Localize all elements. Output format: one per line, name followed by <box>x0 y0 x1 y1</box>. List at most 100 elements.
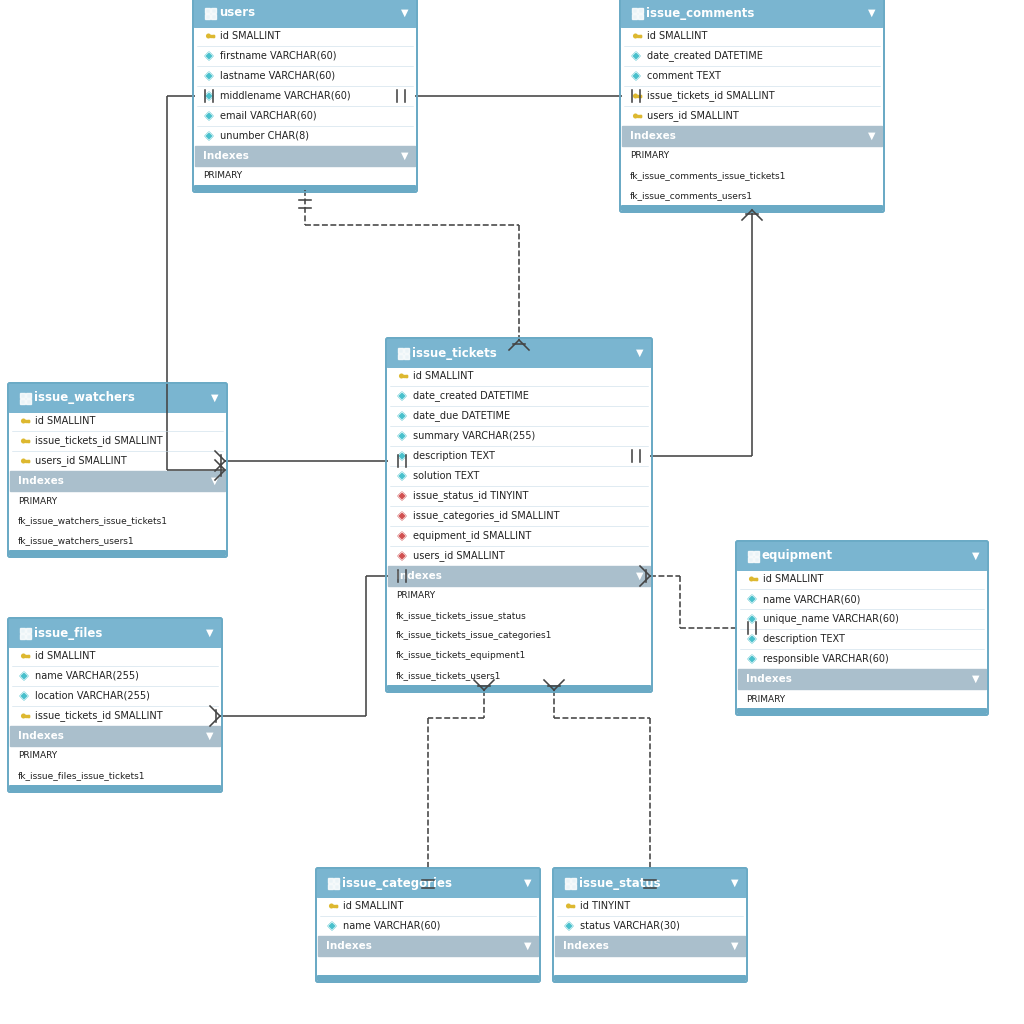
Bar <box>640 115 641 117</box>
Polygon shape <box>565 922 573 930</box>
Bar <box>638 14 643 19</box>
Text: ▼: ▼ <box>206 731 214 741</box>
Text: ▼: ▼ <box>868 8 876 18</box>
Bar <box>328 878 333 883</box>
Text: equipment_id SMALLINT: equipment_id SMALLINT <box>413 530 531 542</box>
Text: id SMALLINT: id SMALLINT <box>35 416 95 426</box>
Polygon shape <box>398 492 406 500</box>
FancyBboxPatch shape <box>553 868 746 898</box>
Text: id TINYINT: id TINYINT <box>580 901 630 911</box>
Text: issue_tickets_id SMALLINT: issue_tickets_id SMALLINT <box>35 711 163 722</box>
Text: ▼: ▼ <box>731 878 738 888</box>
Circle shape <box>206 34 211 39</box>
Text: name VARCHAR(60): name VARCHAR(60) <box>343 921 440 931</box>
Text: fk_issue_tickets_users1: fk_issue_tickets_users1 <box>396 672 502 681</box>
Text: name VARCHAR(60): name VARCHAR(60) <box>763 594 860 604</box>
Bar <box>738 669 986 689</box>
Bar <box>26 393 31 398</box>
Polygon shape <box>632 72 640 80</box>
Polygon shape <box>398 552 406 560</box>
Text: description TEXT: description TEXT <box>763 634 845 644</box>
Text: users_id SMALLINT: users_id SMALLINT <box>413 551 505 561</box>
Text: Indexes: Indexes <box>18 476 63 486</box>
FancyBboxPatch shape <box>386 338 652 368</box>
Text: id SMALLINT: id SMALLINT <box>647 31 708 41</box>
Text: id SMALLINT: id SMALLINT <box>35 651 95 662</box>
FancyBboxPatch shape <box>737 708 987 714</box>
Polygon shape <box>398 412 406 420</box>
Bar <box>10 398 225 411</box>
Text: ▼: ▼ <box>401 8 409 18</box>
Text: ▼: ▼ <box>731 941 738 951</box>
Bar <box>26 399 31 404</box>
Text: Indexes: Indexes <box>563 941 609 951</box>
Bar <box>28 655 29 656</box>
Bar <box>565 878 570 883</box>
Bar <box>211 14 216 19</box>
Text: Indexes: Indexes <box>203 151 249 161</box>
Bar <box>205 14 210 19</box>
Text: solution TEXT: solution TEXT <box>413 471 479 481</box>
FancyBboxPatch shape <box>9 550 226 556</box>
Text: Indexes: Indexes <box>396 571 442 581</box>
Bar <box>20 399 25 404</box>
Bar <box>388 566 650 586</box>
Text: fk_issue_comments_users1: fk_issue_comments_users1 <box>630 191 753 201</box>
Text: PRIMARY: PRIMARY <box>18 497 57 506</box>
Text: ▼: ▼ <box>636 348 644 358</box>
Text: lastname VARCHAR(60): lastname VARCHAR(60) <box>220 71 335 81</box>
FancyBboxPatch shape <box>9 785 221 791</box>
Bar <box>571 884 575 889</box>
Circle shape <box>20 714 26 719</box>
Bar <box>406 375 407 377</box>
Bar <box>638 8 643 13</box>
Polygon shape <box>398 432 406 440</box>
Text: users: users <box>219 6 255 19</box>
Text: Indexes: Indexes <box>18 731 63 741</box>
Bar <box>622 126 882 146</box>
Text: id SMALLINT: id SMALLINT <box>413 371 473 381</box>
Text: id SMALLINT: id SMALLINT <box>763 574 823 584</box>
Bar <box>403 375 407 377</box>
Bar <box>26 420 29 422</box>
FancyBboxPatch shape <box>554 975 746 981</box>
Bar <box>334 878 339 883</box>
Text: issue_watchers: issue_watchers <box>34 391 135 404</box>
Text: fk_issue_files_issue_tickets1: fk_issue_files_issue_tickets1 <box>18 771 145 780</box>
Text: PRIMARY: PRIMARY <box>203 171 242 180</box>
Bar <box>398 348 403 353</box>
Polygon shape <box>205 92 213 100</box>
Text: fk_issue_tickets_equipment1: fk_issue_tickets_equipment1 <box>396 651 526 660</box>
Bar <box>570 905 573 907</box>
FancyBboxPatch shape <box>194 185 416 191</box>
FancyBboxPatch shape <box>553 868 746 982</box>
Bar <box>20 628 25 633</box>
Text: responsible VARCHAR(60): responsible VARCHAR(60) <box>763 654 889 664</box>
Text: ▼: ▼ <box>972 551 980 561</box>
Text: Indexes: Indexes <box>326 941 372 951</box>
Bar <box>398 354 403 359</box>
FancyBboxPatch shape <box>8 618 222 648</box>
Text: id SMALLINT: id SMALLINT <box>343 901 403 911</box>
FancyBboxPatch shape <box>8 383 227 557</box>
Bar <box>211 8 216 13</box>
Bar <box>205 8 210 13</box>
FancyBboxPatch shape <box>193 0 417 193</box>
Bar <box>754 578 757 581</box>
Bar <box>748 557 753 562</box>
Text: ▼: ▼ <box>524 941 531 951</box>
Bar <box>10 633 220 646</box>
Bar <box>637 95 641 97</box>
Bar <box>404 354 409 359</box>
Text: name VARCHAR(255): name VARCHAR(255) <box>35 671 139 681</box>
Bar <box>10 726 220 746</box>
Bar <box>334 884 339 889</box>
Bar <box>28 440 29 441</box>
Circle shape <box>329 903 334 908</box>
Text: firstname VARCHAR(60): firstname VARCHAR(60) <box>220 51 337 61</box>
Bar <box>26 655 29 657</box>
Text: fk_issue_tickets_issue_categories1: fk_issue_tickets_issue_categories1 <box>396 632 552 640</box>
Circle shape <box>749 577 754 582</box>
Bar <box>210 35 214 37</box>
Bar <box>28 420 29 422</box>
